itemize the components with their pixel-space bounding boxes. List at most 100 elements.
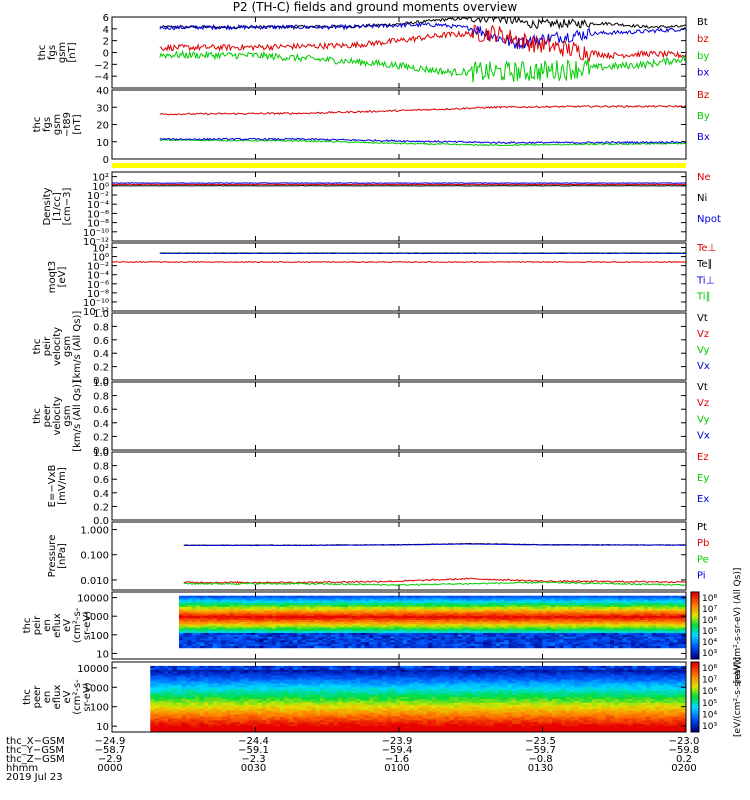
heatmap-cell xyxy=(546,603,552,606)
heatmap-cell xyxy=(275,677,281,680)
heatmap-cell xyxy=(306,685,312,688)
heatmap-cell xyxy=(462,614,467,617)
heatmap-cell xyxy=(369,614,374,617)
heatmap-cell xyxy=(306,687,312,690)
heatmap-cell xyxy=(271,614,277,617)
heatmap-cell xyxy=(293,720,298,723)
heatmap-cell xyxy=(335,619,340,623)
heatmap-cell xyxy=(200,597,205,600)
heatmap-cell xyxy=(525,645,531,649)
heatmap-cell xyxy=(297,605,302,608)
heatmap-cell xyxy=(199,679,205,682)
heatmap-cell xyxy=(263,632,269,636)
heatmap-cell xyxy=(402,610,408,613)
heatmap-cell xyxy=(466,627,471,630)
heatmap-cell xyxy=(605,636,611,639)
heatmap-cell xyxy=(226,691,232,694)
heatmap-cell xyxy=(208,629,214,632)
heatmap-cell xyxy=(580,618,585,621)
heatmap-cell xyxy=(276,606,281,610)
heatmap-cell xyxy=(288,618,294,621)
heatmap-cell xyxy=(588,614,594,617)
heatmap-cell xyxy=(306,671,312,675)
heatmap-cell xyxy=(318,599,324,602)
heatmap-cell xyxy=(512,625,518,628)
heatmap-cell xyxy=(664,640,670,643)
heatmap-cell xyxy=(571,618,577,621)
heatmap-cell xyxy=(669,632,674,636)
heatmap-cell xyxy=(302,714,307,717)
heatmap-cell xyxy=(614,601,619,604)
heatmap-cell xyxy=(652,642,657,645)
heatmap-cell xyxy=(364,605,370,608)
heatmap-cell xyxy=(163,675,169,678)
heatmap-cell xyxy=(500,631,505,634)
heatmap-cell xyxy=(436,610,442,613)
heatmap-cell xyxy=(217,704,223,708)
heatmap-cell xyxy=(267,645,273,649)
heatmap-cell xyxy=(217,720,223,723)
heatmap-cell xyxy=(293,608,298,612)
legend-label-Vz: Vz xyxy=(697,398,709,409)
heatmap-cell xyxy=(275,669,281,673)
heatmap-cell xyxy=(288,665,294,669)
heatmap-cell xyxy=(235,691,240,694)
heatmap-cell xyxy=(576,614,581,617)
heatmap-cell xyxy=(305,644,311,647)
heatmap-cell xyxy=(343,645,349,649)
heatmap-cell xyxy=(474,645,480,649)
heatmap-cell xyxy=(601,625,607,628)
heatmap-cell xyxy=(200,606,205,610)
heatmap-cell xyxy=(445,642,450,645)
heatmap-cell xyxy=(491,605,497,608)
heatmap-cell xyxy=(221,636,226,639)
heatmap-cell xyxy=(339,612,345,615)
heatmap-cell xyxy=(183,623,188,626)
colorbar-segment xyxy=(691,643,699,647)
heatmap-cell xyxy=(681,605,687,608)
heatmap-cell xyxy=(487,640,493,643)
heatmap-cell xyxy=(276,645,281,649)
heatmap-cell xyxy=(559,640,564,643)
heatmap-cell xyxy=(208,730,214,733)
heatmap-cell xyxy=(177,683,182,686)
heatmap-cell xyxy=(618,629,624,632)
heatmap-cell xyxy=(343,618,349,621)
heatmap-cell xyxy=(512,621,518,625)
heatmap-cell xyxy=(588,634,594,638)
heatmap-cell xyxy=(309,644,315,647)
heatmap-cell xyxy=(302,712,307,715)
heatmap-cell xyxy=(440,638,446,641)
heatmap-cell xyxy=(453,625,459,628)
heatmap-cell xyxy=(314,645,319,649)
heatmap-cell xyxy=(390,616,395,619)
heatmap-cell xyxy=(163,724,169,727)
heatmap-cell xyxy=(270,706,276,710)
y-axis-label-line: fgs xyxy=(42,117,53,132)
heatmap-cell xyxy=(453,634,459,638)
heatmap-cell xyxy=(185,667,191,671)
heatmap-cell xyxy=(677,597,683,600)
heatmap-cell xyxy=(571,614,577,617)
heatmap-cell xyxy=(204,618,209,621)
heatmap-cell xyxy=(252,691,258,694)
y-tick-label: 0.2 xyxy=(93,432,109,443)
heatmap-cell xyxy=(302,710,307,713)
heatmap-cell xyxy=(567,634,573,638)
heatmap-cell xyxy=(172,726,178,729)
heatmap-cell xyxy=(597,606,602,610)
heatmap-cell xyxy=(200,645,205,649)
heatmap-cell xyxy=(664,644,670,647)
heatmap-cell xyxy=(618,614,624,617)
heatmap-cell xyxy=(652,605,657,608)
heatmap-cell xyxy=(301,629,307,632)
heatmap-cell xyxy=(168,687,173,690)
heatmap-cell xyxy=(656,634,662,638)
heatmap-cell xyxy=(618,627,624,630)
heatmap-cell xyxy=(478,623,484,626)
heatmap-cell xyxy=(559,606,564,610)
heatmap-cell xyxy=(238,640,243,643)
heatmap-cell xyxy=(546,595,552,598)
heatmap-cell xyxy=(177,671,182,675)
heatmap-cell xyxy=(212,704,218,708)
